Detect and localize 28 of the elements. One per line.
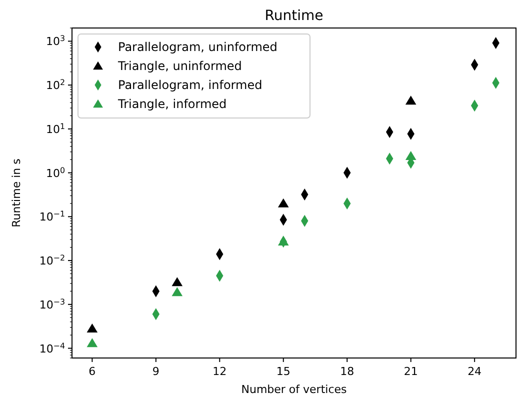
x-axis-title: Number of vertices xyxy=(241,383,348,396)
point xyxy=(172,277,183,286)
chart-title: Runtime xyxy=(264,8,324,24)
y-tick-label: 10$^{−4}$ xyxy=(39,340,65,356)
point xyxy=(86,324,98,333)
x-tick-label: 18 xyxy=(340,365,354,378)
y-tick-label: 10$^{−3}$ xyxy=(39,296,65,312)
y-tick-label: 10$^{3}$ xyxy=(46,34,65,48)
point xyxy=(86,338,98,348)
x-tick-label: 21 xyxy=(404,365,418,378)
point xyxy=(405,96,416,105)
x-tick-label: 6 xyxy=(88,365,96,378)
x-tick-label: 9 xyxy=(152,365,160,378)
y-tick-label: 10$^{2}$ xyxy=(46,78,65,92)
y-axis-title: Runtime in s xyxy=(10,158,23,228)
point xyxy=(172,287,183,296)
x-tick-label: 24 xyxy=(468,365,482,378)
x-tick-label: 15 xyxy=(276,365,290,378)
x-tick-label: 12 xyxy=(212,365,227,378)
legend-label: Triangle, uninformed xyxy=(117,59,242,73)
y-tick-label: 10$^{−1}$ xyxy=(39,209,65,224)
y-tick-label: 10$^{0}$ xyxy=(46,165,65,180)
point xyxy=(278,198,289,208)
y-tick-label: 10$^{−2}$ xyxy=(39,253,65,268)
legend-label: Parallelogram, uninformed xyxy=(118,40,278,54)
legend-label: Triangle, informed xyxy=(117,97,227,111)
y-tick-label: 10$^{1}$ xyxy=(46,121,65,136)
legend-label: Parallelogram, informed xyxy=(118,78,262,92)
